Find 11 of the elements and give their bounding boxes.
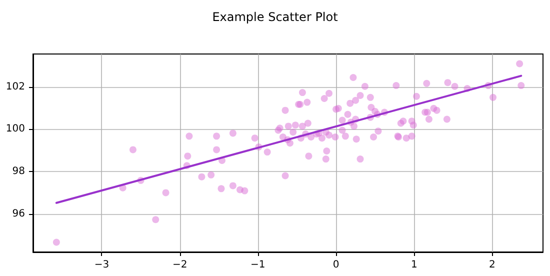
y-tick-label: 102 [6,81,25,92]
x-tick-label: 2 [489,260,496,270]
x-tick-label: −1 [250,260,266,270]
x-tick-label: −2 [172,260,188,270]
x-tick-label: 1 [410,260,418,270]
x-tick-label: −3 [94,260,110,270]
x-tick-label: 0 [332,260,340,270]
y-tick-label: 100 [6,124,25,135]
y-tick-label: 98 [12,166,25,178]
chart-title: Example Scatter Plot [212,10,338,24]
y-tick-label: 96 [12,208,25,220]
